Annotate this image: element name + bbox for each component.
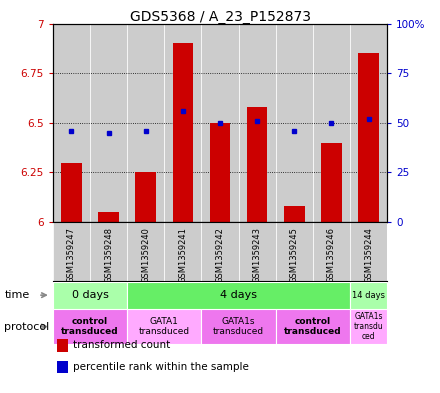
Text: GSM1359246: GSM1359246	[327, 227, 336, 283]
Text: 14 days: 14 days	[352, 291, 385, 299]
Text: 0 days: 0 days	[72, 290, 108, 300]
Bar	[136, 173, 156, 222]
Bar	[247, 107, 268, 222]
Text: 4 days: 4 days	[220, 290, 257, 300]
Text: transformed count: transformed count	[73, 340, 170, 351]
Bar	[276, 24, 313, 222]
Bar	[53, 24, 90, 222]
Text: GSM1359244: GSM1359244	[364, 227, 373, 283]
Bar	[350, 24, 387, 222]
Bar	[90, 222, 127, 281]
Text: control
transduced: control transduced	[61, 317, 119, 336]
Bar	[127, 24, 164, 222]
Bar	[53, 222, 90, 281]
Bar	[202, 222, 238, 281]
Text: GATA1s
transduced: GATA1s transduced	[213, 317, 264, 336]
Bar	[284, 206, 304, 222]
Bar	[164, 24, 202, 222]
Bar	[127, 222, 164, 281]
Text: GATA1
transduced: GATA1 transduced	[139, 317, 190, 336]
Text: percentile rank within the sample: percentile rank within the sample	[73, 362, 249, 372]
Bar	[350, 282, 387, 309]
Text: GSM1359245: GSM1359245	[290, 227, 299, 283]
Text: time: time	[4, 290, 29, 300]
Bar	[350, 309, 387, 344]
Bar	[313, 24, 350, 222]
Bar	[202, 24, 238, 222]
Bar	[61, 163, 81, 222]
Text: GSM1359243: GSM1359243	[253, 227, 262, 283]
Text: GSM1359241: GSM1359241	[178, 227, 187, 283]
Bar	[164, 222, 202, 281]
Bar	[313, 222, 350, 281]
Bar	[202, 309, 276, 344]
Bar	[321, 143, 342, 222]
Text: protocol: protocol	[4, 321, 50, 332]
Bar	[90, 24, 127, 222]
Bar	[359, 53, 379, 222]
Bar	[127, 309, 202, 344]
Bar	[127, 282, 350, 309]
Bar	[210, 123, 230, 222]
Bar	[276, 309, 350, 344]
Bar	[98, 212, 119, 222]
Text: control
transduced: control transduced	[284, 317, 342, 336]
Bar	[172, 43, 193, 222]
Text: GSM1359248: GSM1359248	[104, 227, 113, 283]
Bar	[238, 24, 276, 222]
Text: GSM1359242: GSM1359242	[216, 227, 224, 283]
Bar	[53, 282, 127, 309]
Bar	[238, 222, 276, 281]
Text: GDS5368 / A_23_P152873: GDS5368 / A_23_P152873	[129, 10, 311, 24]
Bar	[53, 309, 127, 344]
Text: GSM1359240: GSM1359240	[141, 227, 150, 283]
Text: GATA1s
transdu
ced: GATA1s transdu ced	[354, 312, 384, 342]
Bar	[350, 222, 387, 281]
Bar	[276, 222, 313, 281]
Text: GSM1359247: GSM1359247	[67, 227, 76, 283]
